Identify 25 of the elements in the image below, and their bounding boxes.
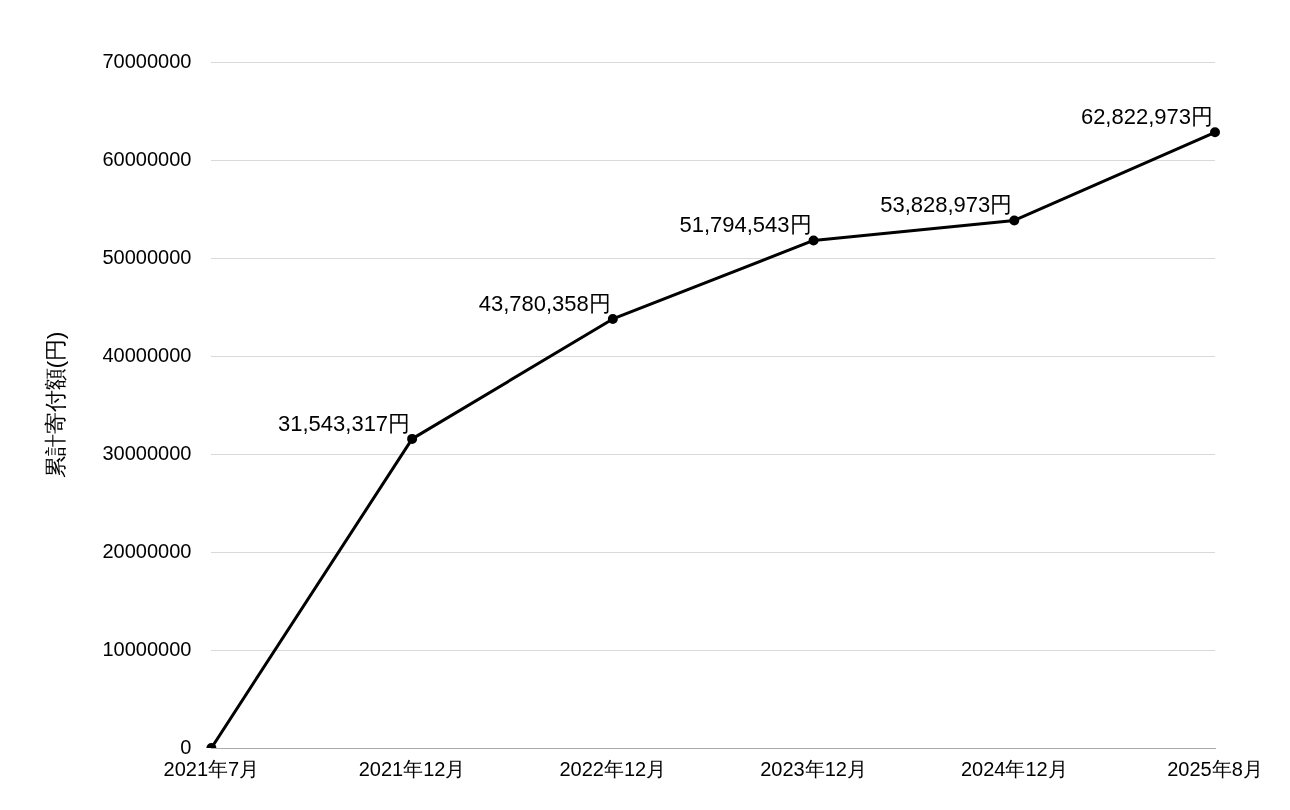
point [1009, 215, 1020, 226]
x-tick-label: 2021年7月 [163, 757, 260, 780]
point [407, 433, 418, 444]
data-label: 31,543,317円 [278, 410, 411, 436]
y-axis-title: 累計寄付額(円) [43, 331, 69, 479]
y-tick-label: 30000000 [102, 441, 192, 464]
x-tick-label: 2022年12月 [559, 757, 667, 780]
y-tick-label: 0 [180, 735, 192, 758]
point [607, 313, 618, 324]
data-label: 53,828,973円 [880, 192, 1013, 218]
point [1210, 127, 1220, 138]
y-tick-label: 10000000 [102, 637, 192, 660]
y-tick-label: 50000000 [102, 245, 192, 268]
y-tick-label: 40000000 [102, 343, 192, 366]
x-tick-label: 2023年12月 [760, 757, 867, 780]
data-label: 43,780,358円 [478, 290, 611, 316]
y-tick-label: 20000000 [102, 539, 192, 562]
point [808, 235, 819, 246]
y-tick-label: 60000000 [102, 147, 192, 170]
x-tick-label: 2021年12月 [358, 757, 466, 780]
data-label: 51,794,543円 [679, 212, 812, 238]
x-tick-label: 2025年8月 [1167, 757, 1263, 780]
x-tick-label: 2024年12月 [960, 757, 1068, 780]
data-label: 62,822,973円 [1080, 104, 1213, 130]
y-tick-label: 70000000 [102, 49, 192, 72]
